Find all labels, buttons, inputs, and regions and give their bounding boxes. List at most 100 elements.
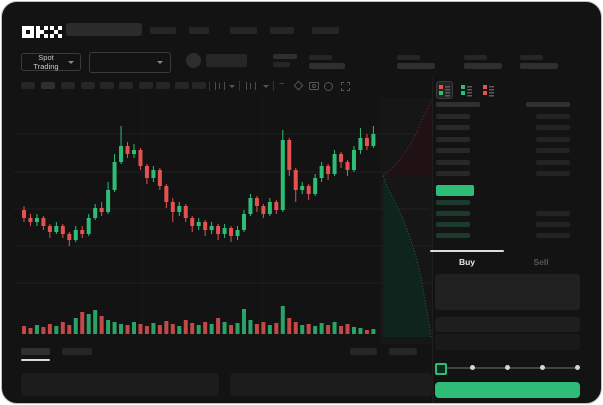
toolbar-button[interactable]: [175, 82, 189, 89]
volume-bar: [293, 322, 298, 334]
candle-body: [339, 154, 344, 162]
volume-bar: [183, 320, 188, 334]
slider-step-dot[interactable]: [540, 365, 545, 370]
toolbar-button[interactable]: [119, 82, 133, 89]
market-type-dropdown[interactable]: Spot Trading: [21, 53, 81, 71]
candle-body: [248, 198, 253, 214]
amount-input[interactable]: [435, 317, 580, 332]
nav-item[interactable]: [270, 27, 294, 34]
volume-bar: [345, 324, 350, 334]
toolbar-button[interactable]: [156, 82, 170, 89]
candle-body: [345, 162, 350, 170]
stat-value-placeholder: [309, 63, 345, 69]
chart-style-icon[interactable]: [246, 82, 256, 90]
toolbar-button[interactable]: [139, 82, 153, 89]
toolbar-button[interactable]: [61, 82, 75, 89]
nav-item[interactable]: [189, 27, 209, 34]
orderbook-bid-price[interactable]: [436, 211, 470, 216]
toolbar-divider: [273, 81, 274, 91]
orderbook-view-bids-icon[interactable]: [459, 82, 474, 98]
bottom-tab-active[interactable]: [21, 348, 50, 355]
toolbar-button[interactable]: [100, 82, 114, 89]
volume-bar: [99, 316, 104, 334]
bottom-action[interactable]: [350, 348, 377, 355]
history-icon[interactable]: [324, 82, 333, 91]
slider-step-dot[interactable]: [575, 365, 580, 370]
candle-body: [86, 218, 91, 234]
candle-body: [151, 170, 156, 178]
candle-body: [60, 226, 65, 234]
price-input[interactable]: [435, 274, 580, 310]
candle-body: [332, 154, 337, 174]
orderbook-bid-amount[interactable]: [536, 233, 570, 238]
candle-body: [280, 140, 285, 210]
candle-body: [196, 222, 201, 226]
volume-bar: [203, 322, 208, 334]
slider-step-dot[interactable]: [505, 365, 510, 370]
toolbar-button[interactable]: [81, 82, 95, 89]
orderbook-ask-amount[interactable]: [536, 171, 570, 176]
volume-bar: [60, 322, 65, 334]
volume-bar: [313, 326, 318, 334]
toolbar-button[interactable]: [41, 82, 55, 89]
nav-item[interactable]: [312, 27, 339, 34]
bottom-tab[interactable]: [62, 348, 92, 355]
orderbook-ask-amount[interactable]: [536, 113, 570, 119]
candlestick-chart[interactable]: [2, 98, 432, 344]
total-input[interactable]: [435, 334, 580, 350]
candle-body: [293, 170, 298, 190]
buy-submit-button[interactable]: [435, 382, 580, 398]
orderbook-view-asks-icon[interactable]: [481, 82, 496, 98]
volume-bar: [287, 318, 292, 334]
volume-bar: [177, 326, 182, 334]
orderbook-bid-amount[interactable]: [536, 211, 570, 216]
pair-dropdown[interactable]: [89, 52, 171, 73]
slider-step-dot[interactable]: [470, 365, 475, 370]
draw-tools-icon[interactable]: [293, 80, 304, 91]
volume-bar: [319, 323, 324, 334]
orderbook-bid-price[interactable]: [436, 222, 470, 227]
orderbook-bid-amount[interactable]: [536, 222, 570, 227]
interval-icon[interactable]: [215, 82, 225, 90]
candle-body: [222, 228, 227, 234]
chevron-down-icon[interactable]: [263, 85, 269, 88]
candle-body: [47, 226, 52, 232]
amount-slider-handle[interactable]: [435, 363, 447, 375]
orderbook-bid-price[interactable]: [436, 200, 470, 205]
volume-bar: [144, 326, 149, 334]
volume-bar: [300, 325, 305, 334]
depth-bids-area: [383, 176, 431, 337]
orderbook-ask-amount[interactable]: [536, 148, 570, 153]
tab-buy[interactable]: Buy: [458, 257, 476, 267]
candle-body: [131, 150, 136, 154]
toolbar-button[interactable]: [21, 82, 35, 89]
orderbook-ask-price[interactable]: [436, 125, 470, 130]
nav-item[interactable]: [150, 27, 176, 34]
orderbook-ask-price[interactable]: [436, 136, 470, 142]
orderbook-bid-price[interactable]: [436, 233, 470, 238]
candle-body: [351, 150, 356, 170]
bottom-action[interactable]: [389, 348, 417, 355]
indicators-icon[interactable]: ~: [279, 79, 285, 90]
orderbook-ask-price[interactable]: [436, 148, 470, 153]
orderbook-ask-amount[interactable]: [536, 159, 570, 165]
search-input[interactable]: [66, 23, 142, 36]
tab-sell[interactable]: Sell: [533, 257, 549, 267]
chevron-down-icon[interactable]: [229, 85, 235, 88]
orderbook-ask-amount[interactable]: [536, 136, 570, 142]
screenshot-icon[interactable]: [309, 82, 319, 90]
orderbook-ask-price[interactable]: [436, 159, 470, 165]
volume-bar: [80, 312, 85, 334]
candle-body: [254, 198, 259, 206]
orderbook-ask-price[interactable]: [436, 171, 470, 176]
nav-item[interactable]: [230, 27, 257, 34]
orderbook-ask-price[interactable]: [436, 113, 470, 119]
candle-body: [54, 226, 59, 232]
last-price-badge[interactable]: [436, 185, 474, 196]
stat-value-placeholder: [520, 63, 558, 69]
orderbook-ask-amount[interactable]: [536, 125, 570, 130]
orderbook-view-combined-icon[interactable]: [436, 81, 453, 99]
toolbar-button[interactable]: [192, 82, 206, 89]
fullscreen-icon[interactable]: [341, 82, 350, 91]
candle-body: [274, 202, 279, 210]
